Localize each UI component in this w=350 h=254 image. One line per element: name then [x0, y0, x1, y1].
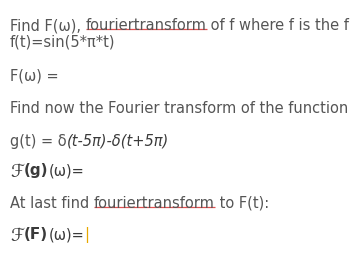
Text: of f where f is the function:: of f where f is the function:: [206, 18, 350, 33]
Text: to F(t):: to F(t):: [215, 195, 269, 210]
Text: Find now the Fourier transform of the function:: Find now the Fourier transform of the fu…: [10, 101, 350, 116]
Text: fouriertransform: fouriertransform: [94, 195, 215, 210]
Text: |: |: [84, 226, 89, 242]
Text: (F): (F): [24, 226, 48, 241]
Text: ℱ: ℱ: [10, 162, 24, 180]
Text: (g): (g): [24, 162, 49, 177]
Text: At last find: At last find: [10, 195, 94, 210]
Text: fouriertransform: fouriertransform: [86, 18, 206, 33]
Text: (ω)=: (ω)=: [48, 226, 84, 241]
Text: (t-5π)-δ(t+5π): (t-5π)-δ(t+5π): [66, 133, 169, 148]
Text: F(ω) =: F(ω) =: [10, 68, 59, 83]
Text: ℱ: ℱ: [10, 226, 24, 244]
Text: (ω)=: (ω)=: [49, 162, 84, 177]
Text: g(t) = δ: g(t) = δ: [10, 133, 66, 148]
Text: f(t)=sin(5*π*t): f(t)=sin(5*π*t): [10, 34, 116, 49]
Text: Find F(ω),: Find F(ω),: [10, 18, 86, 33]
